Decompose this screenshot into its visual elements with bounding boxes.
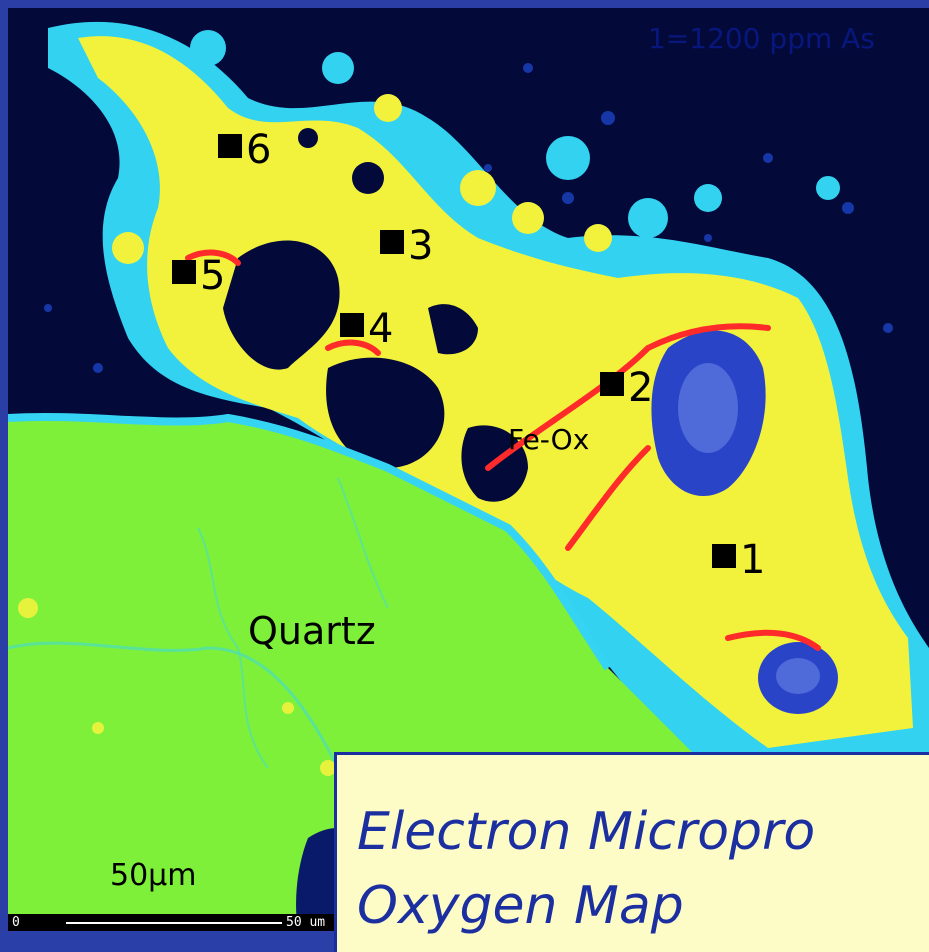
scale-label: 50μm [110, 858, 197, 893]
scale-tick-end: 50 um [286, 915, 326, 930]
caption-text: Electron Micropro Oxygen Map [357, 795, 815, 943]
point-marker-1 [712, 544, 736, 568]
point-label-6: 6 [246, 127, 272, 173]
pore-holes [223, 128, 528, 502]
caption-line-1: Electron Micropro [357, 802, 816, 862]
point-label-5: 5 [200, 253, 226, 299]
caption-box: Electron Micropro Oxygen Map [334, 752, 929, 952]
feox-region [78, 36, 913, 748]
point-marker-4 [340, 313, 364, 337]
caption-line-2: Oxygen Map [357, 876, 684, 936]
point-marker-5 [172, 260, 196, 284]
point-label-4: 4 [368, 306, 394, 352]
scale-tick-start: 0 [12, 915, 20, 930]
point-label-2: 2 [628, 365, 654, 411]
scale-bar: 0 50 um [8, 914, 334, 931]
feox-label: Fe-Ox [508, 423, 590, 456]
image-frame: 1=1200 ppm As 6 3 5 4 2 1 Fe-Ox Quartz 5… [8, 8, 929, 952]
point-marker-6 [218, 134, 242, 158]
scale-line [66, 922, 282, 924]
point-marker-2 [600, 372, 624, 396]
arsenic-note: 1=1200 ppm As [648, 22, 875, 55]
point-label-3: 3 [408, 223, 434, 269]
point-marker-3 [380, 230, 404, 254]
point-label-1: 1 [740, 537, 766, 583]
background-speckle [44, 42, 893, 373]
quartz-label: Quartz [248, 609, 376, 653]
